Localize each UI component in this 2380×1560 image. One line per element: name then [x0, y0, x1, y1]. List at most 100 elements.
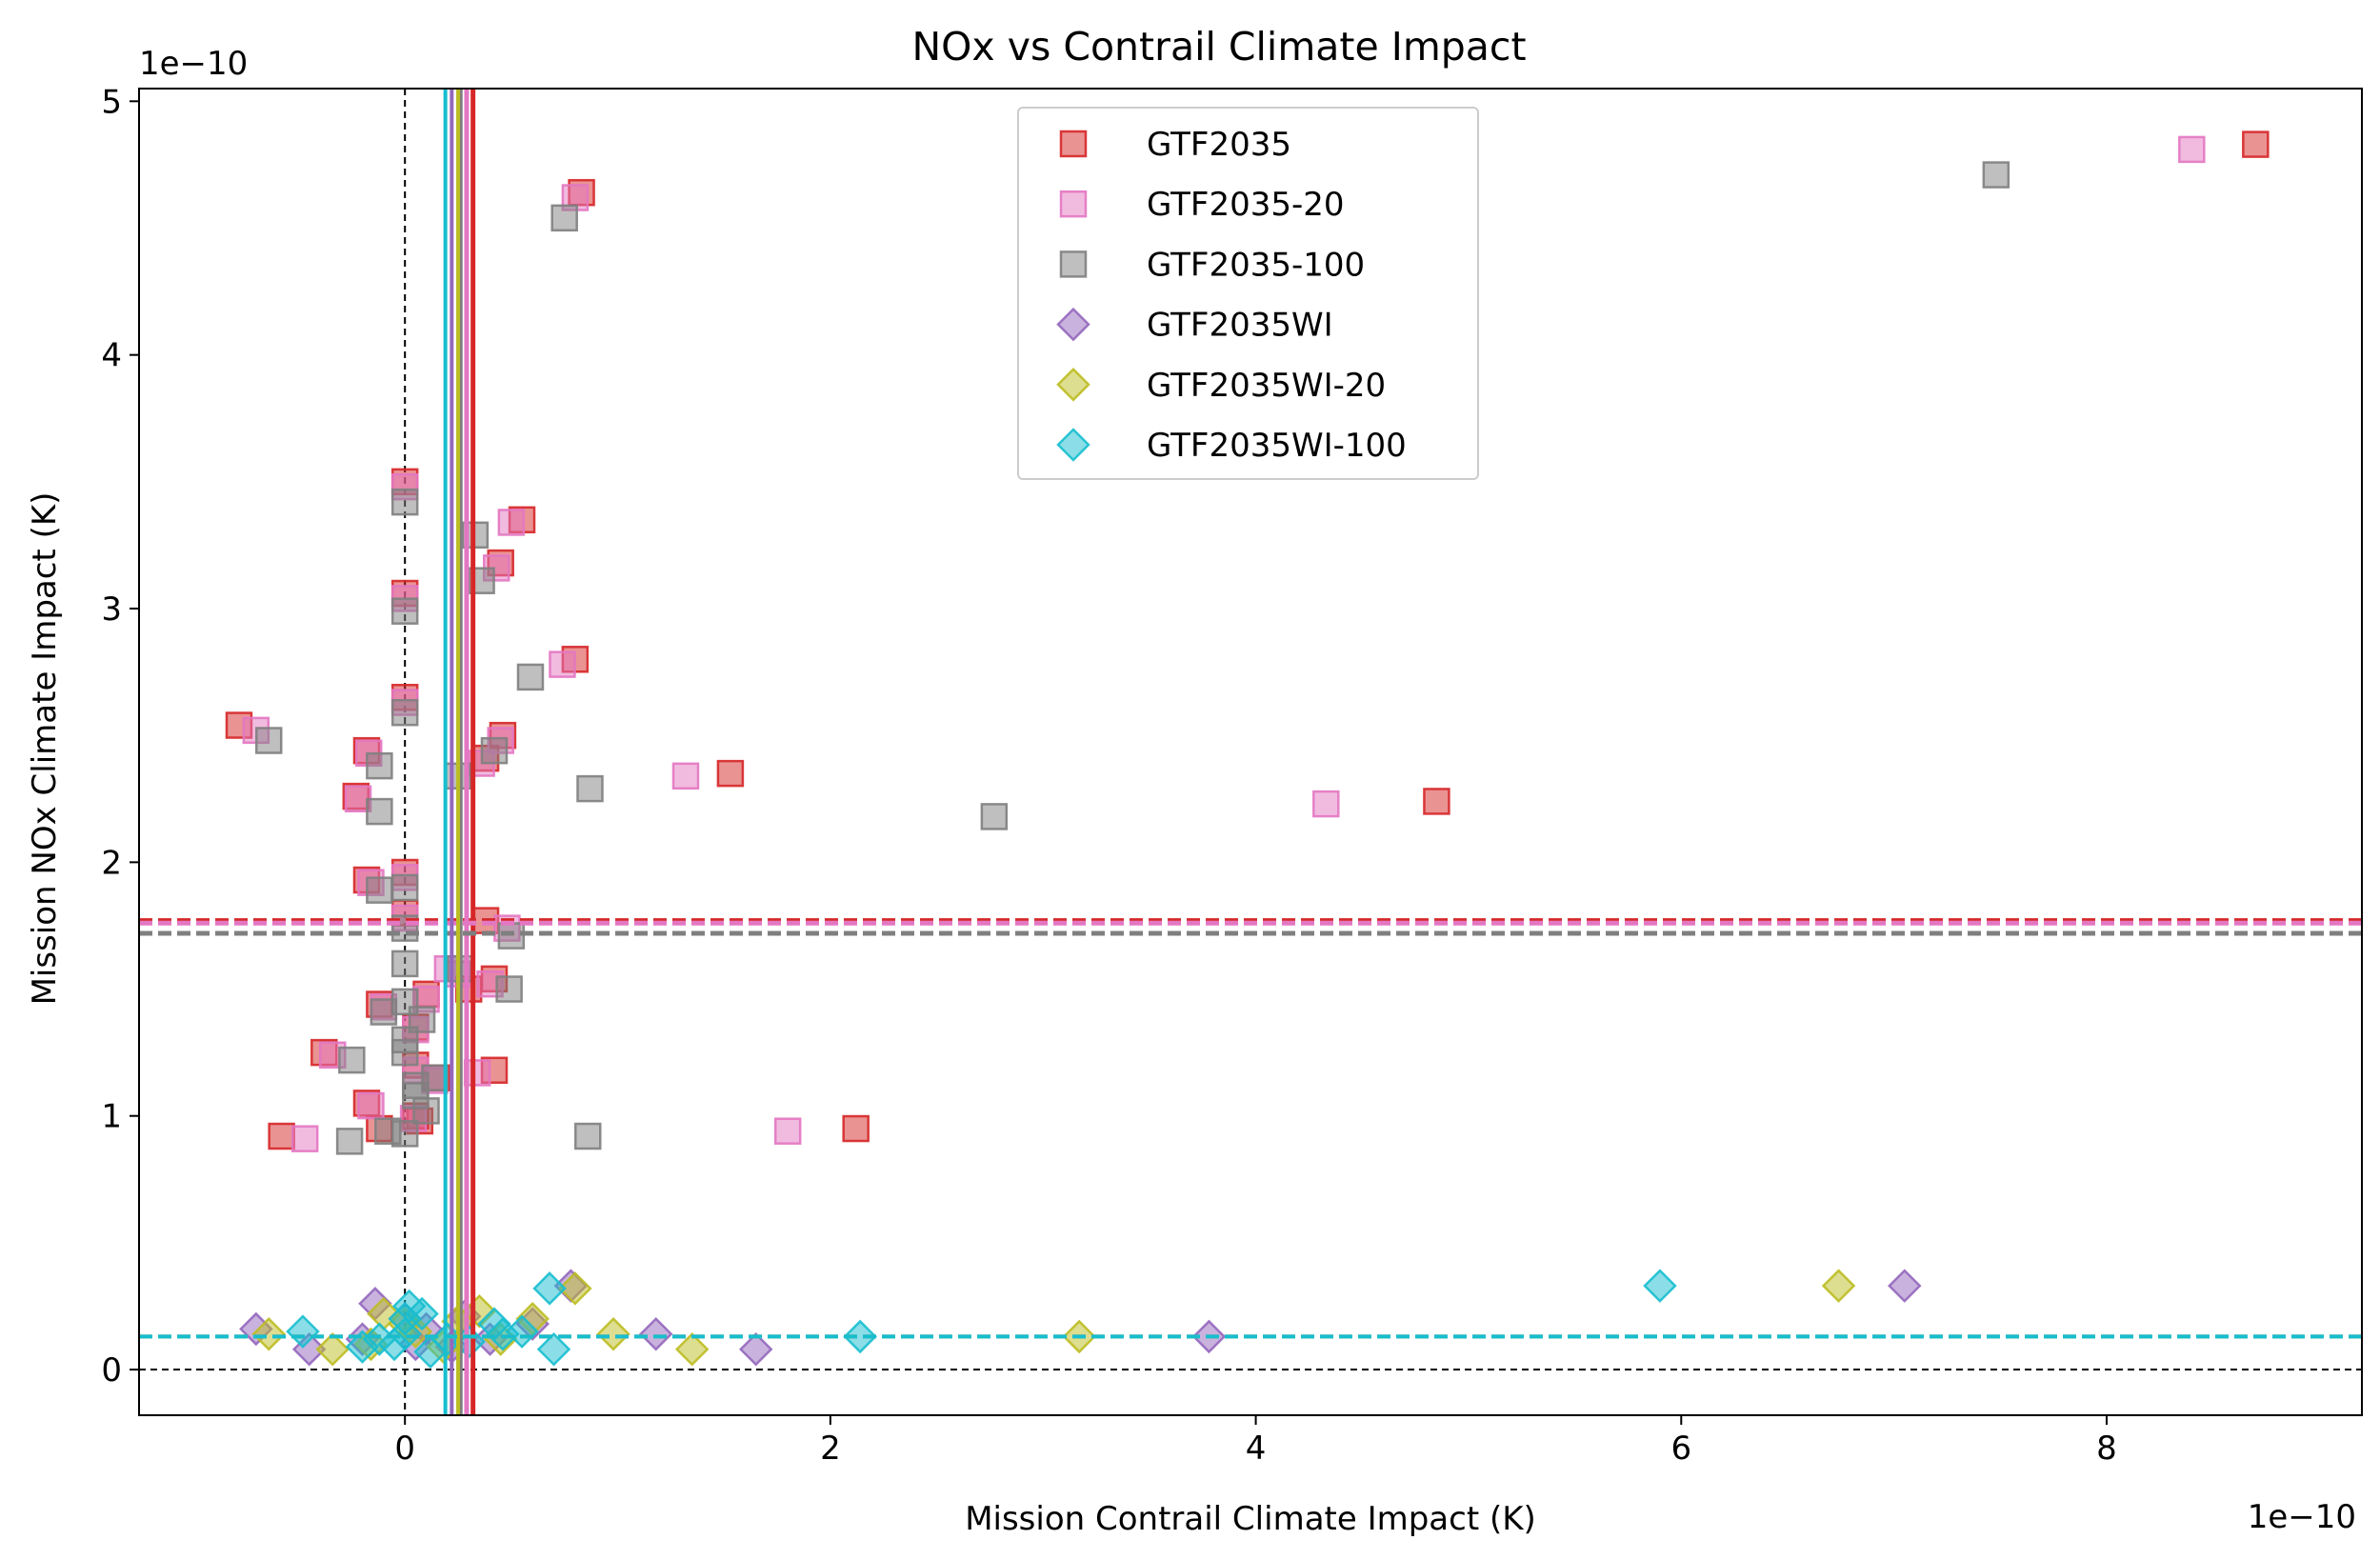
data-point [390, 873, 419, 902]
data-point [391, 1289, 427, 1324]
x-axis: 0 2 4 6 8 [394, 1415, 2117, 1468]
legend-label: GTF2035WI-100 [1147, 427, 1407, 465]
data-point [251, 1317, 287, 1351]
data-point [477, 1307, 511, 1341]
legend-marker [1059, 190, 1088, 218]
data-point [413, 1334, 448, 1370]
series-gtf2035wi-100 [286, 1269, 1677, 1370]
data-point [671, 762, 700, 790]
data-point [576, 774, 604, 803]
data-point [1643, 1269, 1677, 1303]
data-point [357, 1091, 385, 1120]
data-point [549, 650, 576, 678]
data-point [638, 1317, 673, 1351]
data-point [1888, 1269, 1922, 1303]
x-tick-label: 0 [394, 1430, 415, 1468]
data-point [480, 736, 509, 765]
legend-entry: GTF2035-100 [1059, 246, 1365, 284]
data-point [738, 1331, 773, 1367]
legend-marker [1056, 368, 1090, 402]
y-axis-label: Mission NOx Climate Impact (K) [26, 492, 64, 1006]
y-axis: 0 1 2 3 4 5 [101, 83, 139, 1390]
x-tick-label: 4 [1246, 1430, 1267, 1468]
data-point [390, 698, 419, 727]
data-point [2242, 130, 2270, 158]
y-tick-label: 1 [101, 1098, 122, 1136]
data-point [390, 1120, 419, 1148]
legend-box [1017, 107, 1479, 480]
x-axis-label: Mission Contrail Climate Impact (K) [965, 1500, 1536, 1538]
y-axis-offset-label: 1e−10 [139, 45, 248, 83]
legend-marker [1059, 250, 1088, 278]
legend-marker [1056, 307, 1090, 342]
data-point [2178, 135, 2206, 164]
legend-marker [1059, 130, 1088, 158]
legend-entry: GTF2035WI-100 [1056, 427, 1407, 465]
data-point [574, 1122, 602, 1150]
data-point [338, 1046, 366, 1074]
data-point [1423, 788, 1450, 815]
legend: GTF2035 GTF2035-20 GTF2035-100 GTF2035WI GTF… [1017, 107, 1479, 480]
data-point [390, 950, 419, 978]
y-tick-label: 2 [101, 844, 122, 882]
data-point [390, 488, 419, 516]
legend-label: GTF2035-100 [1147, 246, 1365, 284]
chart-title: NOx vs Contrail Climate Impact [911, 24, 1526, 70]
data-point [366, 797, 393, 826]
data-point [843, 1319, 877, 1354]
data-point [1312, 790, 1340, 818]
y-tick-label: 4 [101, 337, 122, 375]
legend-marker [1056, 428, 1090, 462]
x-tick-label: 8 [2096, 1430, 2117, 1468]
data-point [596, 1317, 630, 1351]
data-point [716, 759, 745, 788]
legend-label: GTF2035WI-20 [1147, 367, 1386, 405]
data-point [421, 1064, 449, 1092]
data-point [773, 1117, 802, 1145]
data-point [290, 1125, 319, 1152]
data-point [495, 975, 523, 1003]
data-point [550, 204, 578, 232]
data-point [286, 1314, 320, 1349]
data-point [335, 1128, 364, 1155]
series-gtf2035-100 [254, 161, 2010, 1155]
data-point [980, 803, 1009, 830]
data-point [842, 1114, 870, 1143]
data-point [1982, 161, 2010, 189]
axes-frame [138, 88, 2363, 1416]
data-point [366, 876, 393, 904]
legend-label: GTF2035 [1147, 126, 1291, 164]
legend-entry: GTF2035WI [1056, 307, 1333, 345]
legend-entry: GTF2035 [1059, 126, 1291, 164]
data-point [268, 1122, 295, 1150]
data-point [362, 1322, 397, 1356]
data-point [390, 1026, 419, 1054]
legend-entry: GTF2035WI-20 [1056, 367, 1386, 405]
data-point [516, 663, 545, 691]
data-point [536, 1331, 571, 1367]
data-point [532, 1271, 567, 1306]
legend-label: GTF2035WI [1147, 307, 1333, 345]
y-tick-label: 5 [101, 83, 122, 121]
data-point [412, 1097, 440, 1125]
data-point [366, 751, 393, 780]
x-tick-label: 6 [1670, 1430, 1691, 1468]
y-tick-label: 3 [101, 590, 122, 629]
data-point [497, 509, 526, 536]
x-tick-label: 2 [820, 1430, 841, 1468]
data-point [674, 1331, 710, 1367]
legend-entry: GTF2035-20 [1059, 186, 1345, 224]
data-point [254, 727, 283, 754]
data-point [390, 988, 419, 1016]
data-point [558, 1271, 592, 1306]
plot-area [139, 89, 2362, 1415]
legend-label: GTF2035-20 [1147, 186, 1345, 224]
data-point [315, 1331, 350, 1367]
data-point [1821, 1269, 1856, 1303]
y-tick-label: 0 [101, 1351, 122, 1390]
data-point [497, 922, 526, 950]
axes-border [138, 88, 2363, 1416]
data-point [505, 1314, 539, 1349]
data-point [390, 597, 419, 625]
